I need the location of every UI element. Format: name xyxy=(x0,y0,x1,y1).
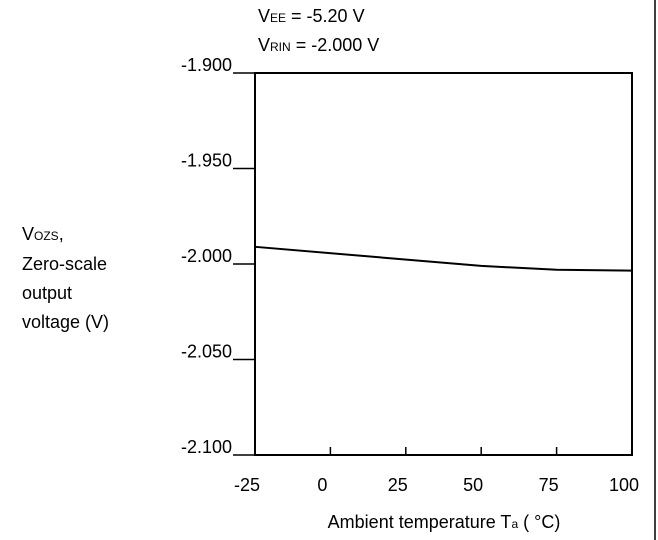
y-axis-label-line: Zero-scale xyxy=(22,254,107,274)
y-tick-label: -2.000 xyxy=(181,246,232,266)
y-axis-label: VOZS, xyxy=(22,224,64,244)
x-tick-label: 0 xyxy=(317,475,327,495)
x-axis-label-sub: a xyxy=(511,517,518,531)
line-series xyxy=(254,245,633,272)
annotation: VEE = -5.20 V xyxy=(258,6,365,26)
x-axis-label-rest: ( °C) xyxy=(518,512,560,532)
annotation-main: V xyxy=(258,35,270,55)
x-tick-label: 25 xyxy=(388,475,408,495)
plot-frame xyxy=(254,72,633,456)
annotation: VRIN = -2.000 V xyxy=(258,35,379,55)
y-tick-label: -2.050 xyxy=(181,342,232,362)
annotation-sub: RIN xyxy=(270,40,291,54)
annotation-rest: = -2.000 V xyxy=(291,35,380,55)
annotation-rest: = -5.20 V xyxy=(286,6,365,26)
x-tick-label: 50 xyxy=(463,475,483,495)
x-tick-label: 75 xyxy=(539,475,559,495)
y-tick-label: -2.100 xyxy=(181,437,232,457)
x-tick-label: -25 xyxy=(234,475,260,495)
annotation-sub: EE xyxy=(270,11,286,25)
x-axis-label: Ambient temperature Ta ( °C) xyxy=(328,512,561,532)
x-tick-label: 100 xyxy=(609,475,639,495)
annotation-main: V xyxy=(258,6,270,26)
y-tick-label: -1.900 xyxy=(181,55,232,75)
y-axis-label-rest: , xyxy=(59,224,64,244)
y-axis-label-line: voltage (V) xyxy=(22,312,109,332)
y-axis-label-line: output xyxy=(22,283,72,303)
y-axis-label-sub: OZS xyxy=(34,229,59,243)
y-axis-label-main: V xyxy=(22,224,34,244)
x-axis-label-main: Ambient temperature T xyxy=(328,512,512,532)
y-tick-label: -1.950 xyxy=(181,151,232,171)
